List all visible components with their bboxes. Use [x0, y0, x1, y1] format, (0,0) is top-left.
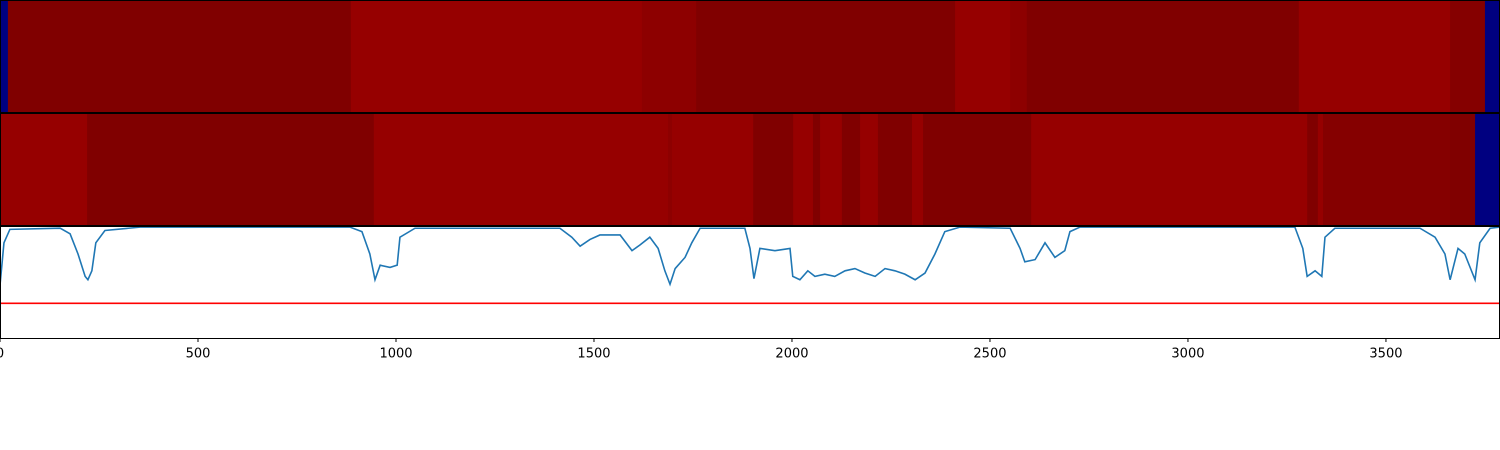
heat-cell: [641, 0, 697, 112]
panel-frame: [0, 226, 1500, 339]
heat-cell: [1031, 113, 1308, 225]
heat-cell: [923, 113, 1032, 225]
heat-cell: [1026, 0, 1300, 112]
heat-cell: [812, 113, 821, 225]
heat-cell: [841, 113, 861, 225]
heat-cell: [860, 113, 879, 225]
x-tick-label: 2000: [775, 347, 808, 362]
heat-cell: [1484, 0, 1500, 112]
heat-cell: [753, 113, 794, 225]
heat-cell: [911, 113, 924, 225]
heat-cell: [1010, 0, 1028, 112]
heat-cell: [820, 113, 843, 225]
heat-cell: [696, 0, 956, 112]
heat-cell: [7, 0, 352, 112]
heat-cell: [87, 113, 375, 225]
x-tick-label: 2500: [973, 347, 1006, 362]
heat-cell: [668, 113, 673, 225]
heat-cell: [1450, 113, 1476, 225]
x-tick-label: 500: [186, 347, 211, 362]
x-tick-label: 3000: [1171, 347, 1204, 362]
heat-cell: [350, 0, 643, 112]
heat-cell: [877, 113, 913, 225]
x-tick-label: 1000: [379, 347, 412, 362]
heat-cell: [955, 0, 1011, 112]
heat-cell: [1450, 0, 1486, 112]
heat-cell: [1298, 0, 1451, 112]
x-tick-label: 0: [0, 347, 4, 362]
heat-cell: [1475, 113, 1500, 225]
heat-cell: [373, 113, 669, 225]
x-tick-label: 3500: [1369, 347, 1402, 362]
x-tick-label: 1500: [577, 347, 610, 362]
heat-cell: [1317, 113, 1324, 225]
heat-cell: [671, 113, 754, 225]
heat-cell: [1307, 113, 1319, 225]
heat-cell: [793, 113, 814, 225]
heat-cell: [0, 113, 88, 225]
heat-cell: [0, 0, 9, 112]
heat-cell: [1322, 113, 1451, 225]
data-line: [0, 226, 1500, 287]
